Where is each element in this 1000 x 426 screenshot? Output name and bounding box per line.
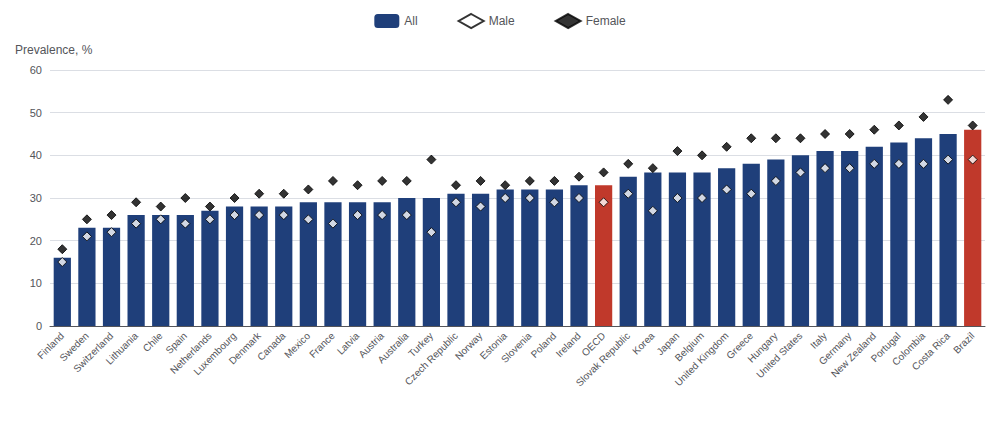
svg-text:40: 40: [30, 149, 42, 161]
svg-text:Denmark: Denmark: [227, 330, 263, 366]
svg-text:Estonia: Estonia: [477, 330, 510, 362]
svg-text:Austria: Austria: [356, 330, 387, 360]
svg-text:Australia: Australia: [375, 330, 411, 366]
svg-text:United States: United States: [754, 330, 804, 380]
svg-text:Lithuania: Lithuania: [104, 330, 141, 367]
svg-text:Ireland: Ireland: [554, 330, 583, 359]
svg-text:Japan: Japan: [654, 330, 682, 358]
svg-text:Norway: Norway: [453, 330, 485, 362]
svg-text:Sweden: Sweden: [57, 330, 91, 364]
svg-text:Italy: Italy: [808, 330, 829, 351]
svg-text:Poland: Poland: [529, 330, 559, 360]
svg-text:Germany: Germany: [816, 330, 854, 367]
svg-text:Switzerland: Switzerland: [71, 330, 116, 375]
svg-text:Chile: Chile: [141, 330, 165, 354]
svg-text:Portugal: Portugal: [868, 330, 903, 365]
svg-text:Hungary: Hungary: [745, 330, 780, 365]
svg-text:Slovenia: Slovenia: [499, 330, 534, 365]
svg-text:Greece: Greece: [724, 330, 756, 361]
svg-text:20: 20: [30, 235, 42, 247]
svg-text:Prevalence, %: Prevalence, %: [15, 43, 93, 57]
svg-text:Slovak Republic: Slovak Republic: [574, 330, 632, 388]
svg-text:New Zealand: New Zealand: [828, 330, 879, 380]
svg-text:Spain: Spain: [163, 330, 190, 356]
svg-text:50: 50: [30, 107, 42, 119]
svg-text:All: All: [404, 14, 417, 28]
svg-text:Czech Republic: Czech Republic: [403, 330, 460, 387]
svg-text:OECD: OECD: [579, 330, 608, 359]
svg-text:Latvia: Latvia: [334, 330, 362, 357]
svg-text:0: 0: [36, 320, 42, 332]
svg-text:Belgium: Belgium: [672, 330, 706, 364]
svg-text:France: France: [307, 330, 337, 360]
svg-text:10: 10: [30, 277, 42, 289]
svg-text:Costa Rica: Costa Rica: [910, 330, 953, 373]
svg-text:Brazil: Brazil: [951, 330, 976, 355]
svg-text:Luxembourg: Luxembourg: [191, 330, 239, 378]
svg-text:Canada: Canada: [255, 330, 288, 363]
svg-text:Female: Female: [586, 14, 626, 28]
svg-text:Mexico: Mexico: [282, 330, 312, 360]
svg-text:Finland: Finland: [35, 330, 67, 361]
svg-text:Turkey: Turkey: [406, 330, 436, 360]
svg-text:30: 30: [30, 192, 42, 204]
svg-text:Korea: Korea: [630, 330, 657, 357]
svg-text:60: 60: [30, 64, 42, 76]
svg-text:Male: Male: [489, 14, 515, 28]
svg-text:United Kingdom: United Kingdom: [673, 330, 731, 388]
svg-text:Netherlands: Netherlands: [168, 330, 214, 376]
svg-text:Colombia: Colombia: [889, 330, 928, 368]
